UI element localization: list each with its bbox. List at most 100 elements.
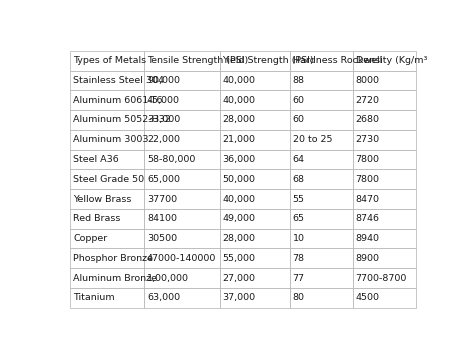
Text: 65: 65 [292, 214, 305, 223]
Text: 65,000: 65,000 [147, 175, 180, 184]
Bar [144, 189, 219, 209]
Text: 80: 80 [292, 293, 305, 302]
Bar [290, 130, 353, 149]
Bar [290, 149, 353, 169]
Bar [290, 209, 353, 229]
Bar [70, 268, 144, 288]
Text: Copper: Copper [73, 234, 108, 243]
Bar [353, 189, 416, 209]
Text: 63,000: 63,000 [147, 293, 180, 302]
Text: 21,000: 21,000 [222, 135, 255, 144]
Text: 7800: 7800 [356, 155, 380, 164]
Bar [70, 71, 144, 90]
Bar [70, 149, 144, 169]
Text: Red Brass: Red Brass [73, 214, 120, 223]
Text: Aluminum Bronze: Aluminum Bronze [73, 274, 157, 283]
Bar [144, 90, 219, 110]
Bar [290, 71, 353, 90]
Text: 90,000: 90,000 [147, 76, 180, 85]
Text: 60: 60 [292, 115, 305, 125]
Text: 40,000: 40,000 [222, 76, 255, 85]
Text: 8746: 8746 [356, 214, 380, 223]
Bar [144, 288, 219, 308]
Bar [70, 130, 144, 149]
Bar [70, 229, 144, 248]
Bar [353, 268, 416, 288]
Bar [353, 169, 416, 189]
Text: 2730: 2730 [356, 135, 380, 144]
Bar [219, 110, 290, 130]
Text: 78: 78 [292, 254, 305, 263]
Text: 37,000: 37,000 [222, 293, 255, 302]
Text: 55: 55 [292, 195, 305, 203]
Bar [353, 288, 416, 308]
Bar [290, 268, 353, 288]
Text: 49,000: 49,000 [222, 214, 255, 223]
Text: 7800: 7800 [356, 175, 380, 184]
Text: 2680: 2680 [356, 115, 380, 125]
Bar [144, 169, 219, 189]
Bar [219, 268, 290, 288]
Text: Aluminum 6061-T6: Aluminum 6061-T6 [73, 96, 163, 105]
Bar [70, 288, 144, 308]
Bar [353, 229, 416, 248]
Text: 8940: 8940 [356, 234, 380, 243]
Text: Hardness Rockwell: Hardness Rockwell [292, 56, 382, 65]
Bar [70, 189, 144, 209]
Text: 28,000: 28,000 [222, 234, 255, 243]
Bar [353, 90, 416, 110]
Text: Stainless Steel 304: Stainless Steel 304 [73, 76, 164, 85]
Text: Steel Grade 50: Steel Grade 50 [73, 175, 145, 184]
Bar [290, 189, 353, 209]
Text: 40,000: 40,000 [222, 195, 255, 203]
Text: 50,000: 50,000 [222, 175, 255, 184]
Bar [290, 169, 353, 189]
Bar [219, 169, 290, 189]
Text: 8900: 8900 [356, 254, 380, 263]
Bar [290, 248, 353, 268]
Bar [144, 149, 219, 169]
Text: Yield Strength (PSI): Yield Strength (PSI) [222, 56, 314, 65]
Text: 8000: 8000 [356, 76, 380, 85]
Text: 55,000: 55,000 [222, 254, 255, 263]
Text: 45,000: 45,000 [147, 96, 180, 105]
Bar [353, 51, 416, 71]
Text: 28,000: 28,000 [222, 115, 255, 125]
Text: Titanium: Titanium [73, 293, 115, 302]
Bar [219, 149, 290, 169]
Bar [219, 189, 290, 209]
Bar [219, 71, 290, 90]
Bar [290, 288, 353, 308]
Text: 47000-140000: 47000-140000 [147, 254, 216, 263]
Bar [144, 268, 219, 288]
Bar [70, 209, 144, 229]
Text: 36,000: 36,000 [222, 155, 255, 164]
Text: 58-80,000: 58-80,000 [147, 155, 195, 164]
Text: 22,000: 22,000 [147, 135, 180, 144]
Bar [219, 229, 290, 248]
Bar [219, 90, 290, 110]
Text: 37700: 37700 [147, 195, 177, 203]
Text: 2720: 2720 [356, 96, 380, 105]
Text: 84100: 84100 [147, 214, 177, 223]
Text: 4500: 4500 [356, 293, 380, 302]
Bar [70, 169, 144, 189]
Bar [353, 248, 416, 268]
Text: 20 to 25: 20 to 25 [292, 135, 332, 144]
Bar [219, 51, 290, 71]
Bar [144, 110, 219, 130]
Text: 1,00,000: 1,00,000 [147, 274, 189, 283]
Bar [290, 110, 353, 130]
Text: 40,000: 40,000 [222, 96, 255, 105]
Text: 77: 77 [292, 274, 305, 283]
Text: Types of Metals: Types of Metals [73, 56, 146, 65]
Text: 30500: 30500 [147, 234, 177, 243]
Bar [290, 51, 353, 71]
Text: 60: 60 [292, 96, 305, 105]
Bar [144, 229, 219, 248]
Bar [290, 229, 353, 248]
Bar [353, 130, 416, 149]
Bar [144, 248, 219, 268]
Bar [219, 130, 290, 149]
Bar [70, 110, 144, 130]
